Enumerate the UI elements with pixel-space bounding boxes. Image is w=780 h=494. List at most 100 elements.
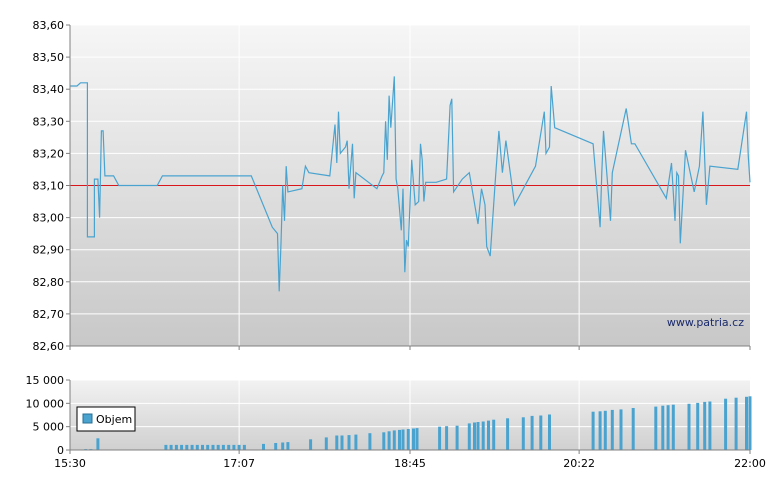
volume-bar xyxy=(481,421,485,450)
volume-bar xyxy=(96,438,100,450)
volume-bar xyxy=(274,443,278,450)
volume-bar xyxy=(190,444,194,450)
volume-bar xyxy=(216,444,220,450)
volume-bar xyxy=(412,428,415,450)
price-y-tick-label: 83,00 xyxy=(33,212,65,225)
volume-bar xyxy=(169,444,173,450)
volume-bar xyxy=(455,425,459,450)
price-y-tick-label: 83,30 xyxy=(33,115,65,128)
volume-bar xyxy=(232,444,236,450)
volume-bar xyxy=(387,431,391,450)
price-line xyxy=(70,76,751,292)
volume-bar xyxy=(174,444,178,450)
volume-bar xyxy=(195,444,199,450)
volume-x-tick-label: 22:00 xyxy=(734,457,766,470)
volume-x-tick-label: 15:30 xyxy=(54,457,86,470)
volume-bar xyxy=(242,444,246,450)
volume-x-axis: 15:30 17:07 18:45 20:22 22:00 xyxy=(54,450,766,470)
volume-bar xyxy=(631,408,635,450)
volume-bar xyxy=(237,444,241,450)
volume-bar xyxy=(603,410,607,450)
volume-y-tick-label: 10 000 xyxy=(26,397,65,410)
volume-bar xyxy=(354,434,358,450)
volume-bar xyxy=(401,429,405,450)
volume-bar xyxy=(598,411,602,450)
price-y-tick-label: 83,20 xyxy=(33,147,65,160)
price-x-axis xyxy=(69,346,751,350)
volume-bar xyxy=(221,444,225,450)
volume-bar xyxy=(340,435,344,450)
volume-bar xyxy=(671,404,675,450)
price-y-tick-label: 82,80 xyxy=(33,276,65,289)
price-y-tick-label: 83,10 xyxy=(33,180,65,193)
volume-bar xyxy=(666,405,670,450)
volume-bar xyxy=(438,426,442,450)
volume-bar xyxy=(476,422,480,450)
volume-bar xyxy=(591,411,595,450)
volume-bar xyxy=(262,443,265,450)
volume-bar xyxy=(398,429,401,450)
volume-x-tick-label: 18:45 xyxy=(394,457,426,470)
price-y-axis: 82,60 82,70 82,80 82,90 83,00 83,10 83,20 83,30… xyxy=(33,19,70,353)
volume-bar xyxy=(539,415,543,450)
volume-y-tick-label: 5 000 xyxy=(33,421,65,434)
volume-bar xyxy=(211,444,215,450)
volume-bar xyxy=(745,396,748,450)
volume-bar xyxy=(473,422,476,450)
price-y-tick-label: 83,40 xyxy=(33,83,65,96)
volume-bar xyxy=(281,442,285,450)
volume-bar xyxy=(654,406,658,450)
volume-bar xyxy=(467,423,471,450)
volume-bar xyxy=(487,420,490,450)
volume-x-tick-label: 20:22 xyxy=(563,457,595,470)
volume-bar xyxy=(703,401,707,450)
price-y-tick-label: 82,60 xyxy=(33,340,65,353)
volume-bar xyxy=(687,403,691,450)
volume-bar xyxy=(734,397,738,450)
volume-bar xyxy=(619,409,623,450)
volume-bar xyxy=(530,415,534,450)
volume-bar xyxy=(324,437,328,450)
price-line-group xyxy=(70,76,751,292)
volume-bar xyxy=(206,444,210,450)
volume-x-tick-label: 17:07 xyxy=(223,457,255,470)
volume-bar xyxy=(227,444,231,450)
volume-legend: Objem xyxy=(76,406,136,432)
volume-bar xyxy=(201,444,204,450)
volume-bar xyxy=(521,417,525,450)
legend-swatch xyxy=(82,413,93,424)
volume-bar xyxy=(445,426,449,450)
volume-bar xyxy=(164,444,168,450)
volume-bar xyxy=(347,435,351,450)
price-y-tick-label: 82,70 xyxy=(33,308,65,321)
volume-bar xyxy=(708,401,712,450)
volume-y-axis: 0 5 000 10 000 15 000 xyxy=(26,374,70,457)
volume-bar xyxy=(368,433,372,450)
volume-bar xyxy=(180,444,184,450)
volume-bar xyxy=(610,409,614,450)
volume-bar xyxy=(406,429,410,450)
watermark: www.patria.cz xyxy=(667,316,744,329)
volume-bar xyxy=(335,435,339,450)
volume-bar xyxy=(748,396,752,450)
volume-bar xyxy=(415,428,419,450)
volume-bars xyxy=(84,396,752,450)
volume-gridlines xyxy=(70,379,750,450)
volume-bar xyxy=(382,432,386,450)
volume-bar xyxy=(492,419,496,450)
volume-bar xyxy=(286,442,290,450)
volume-bar xyxy=(724,398,728,450)
volume-bar xyxy=(392,430,396,450)
legend-label: Objem xyxy=(96,413,132,426)
volume-bar xyxy=(185,444,189,450)
volume-bar xyxy=(506,418,510,450)
volume-bar xyxy=(309,439,313,450)
volume-y-tick-label: 0 xyxy=(57,444,64,457)
volume-y-tick-label: 15 000 xyxy=(26,374,65,387)
price-y-tick-label: 82,90 xyxy=(33,244,65,257)
volume-bar xyxy=(661,405,665,450)
price-y-tick-label: 83,50 xyxy=(33,51,65,64)
volume-bar xyxy=(696,402,700,450)
